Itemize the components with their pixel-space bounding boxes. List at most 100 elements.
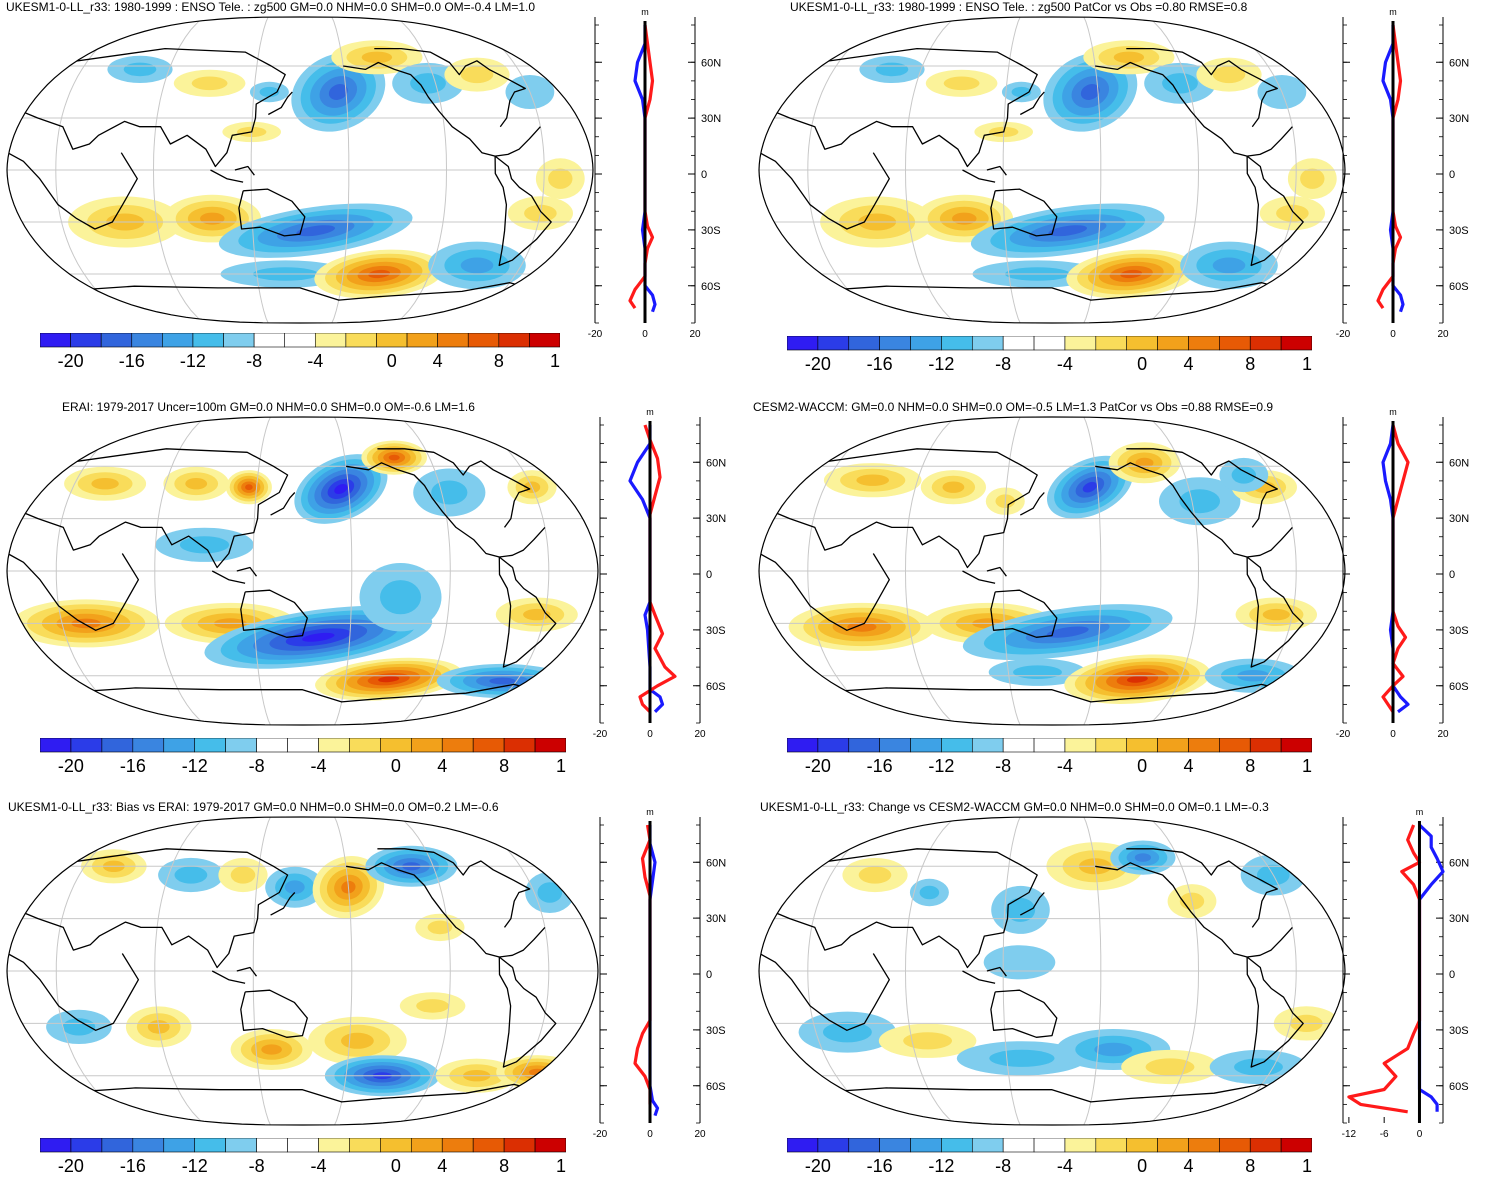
colorbar-swatch [1126, 738, 1158, 753]
colorbar-swatch [380, 738, 412, 753]
anomaly-contour [123, 62, 157, 77]
profile-unit: m [646, 807, 654, 817]
coastline [1126, 848, 1278, 928]
coastline [377, 848, 531, 928]
colorbar-swatch [1219, 1138, 1251, 1153]
anomaly-contour [1231, 466, 1256, 484]
colorbar-swatch [817, 336, 850, 351]
graticule-line [332, 817, 353, 1125]
anomaly-contour [361, 51, 393, 63]
colorbar-label: -12 [928, 756, 954, 776]
anomaly-contour [427, 920, 453, 935]
coastline [16, 47, 286, 168]
anomaly-contour [1145, 1058, 1195, 1076]
profile-x-label: 0 [1390, 729, 1396, 740]
profile-line-red [633, 824, 652, 1105]
colorbar-swatch [1002, 336, 1035, 351]
coastline [240, 589, 308, 638]
colorbar-label: -20 [805, 756, 831, 776]
anomaly-contour [1082, 481, 1098, 493]
anomaly-contour [380, 580, 421, 615]
colorbar-label: 4 [1183, 1156, 1193, 1172]
coastline [211, 570, 246, 584]
colorbar-swatch [318, 738, 350, 753]
graticule-line [390, 17, 448, 323]
map-border [6, 16, 594, 324]
coastline [494, 155, 552, 267]
lat-label: 60N [701, 57, 721, 69]
profile-unit: m [646, 407, 654, 417]
colorbar-swatch [941, 1138, 973, 1153]
colorbar-label: 8 [499, 756, 509, 776]
graticule-line [807, 417, 901, 725]
colorbar-swatch [1280, 336, 1312, 351]
colorbar-label: 0 [391, 756, 401, 776]
colorbar-swatch [1002, 1138, 1035, 1153]
colorbar-label: -8 [249, 1156, 265, 1172]
graticule-line [807, 17, 901, 323]
panel-erai: ERAI: 1979-2017 Uncer=100m GM=0.0 NHM=0.… [0, 400, 744, 790]
coastline [270, 892, 296, 916]
lat-label: 0 [706, 969, 712, 981]
colorbar-swatch [1157, 336, 1189, 351]
colorbar-label: -4 [1057, 1156, 1073, 1172]
graticule-line [154, 417, 211, 725]
coastline [808, 282, 1296, 301]
colorbar-label: 0 [391, 1156, 401, 1172]
colorbar: -20-16-12-8-4048121620 [787, 1138, 1312, 1172]
graticule-line [904, 17, 962, 323]
coastline [236, 566, 258, 577]
map-border [6, 816, 599, 1126]
anomaly-contour [1179, 489, 1220, 514]
panel-title: CESM2-WACCM: GM=0.0 NHM=0.0 SHM=0.0 OM=-… [753, 400, 1274, 414]
zonal-mean-profile: 60N 30N 0 30S 60S -20 0 20 m [1336, 7, 1469, 340]
anomaly-contour [1005, 897, 1036, 922]
colorbar-label: 0 [1137, 1156, 1147, 1172]
anomaly-contour [200, 212, 225, 225]
profile-unit: m [1389, 7, 1397, 17]
colorbar-swatch [1188, 738, 1220, 753]
colorbar: -20-16-12-8-4048121620 [787, 738, 1312, 776]
lat-label: 30S [1449, 1025, 1469, 1037]
graticule-line [332, 417, 353, 725]
colorbar-swatch [253, 333, 286, 348]
anomaly-contour [261, 1044, 282, 1055]
panel-title: UKESM1-0-LL_r33: 1980-1999 : ENSO Tele. … [6, 0, 536, 14]
graticule-line [152, 17, 210, 323]
colorbar-swatch [879, 1138, 911, 1153]
graticule-line [1081, 817, 1102, 1125]
colorbar-swatch [194, 1138, 226, 1153]
anomaly-contour [952, 212, 977, 225]
colorbar-swatch [472, 1138, 505, 1153]
colorbar: -20-16-12-8-4048121620 [40, 1138, 566, 1172]
anomaly-contour [284, 880, 305, 894]
anomaly-contour [858, 866, 892, 884]
colorbar-label: -4 [310, 756, 326, 776]
colorbar-label: 12 [1302, 1156, 1312, 1172]
colorbar-swatch [941, 336, 973, 351]
coastline [1019, 91, 1045, 116]
colorbar-swatch [941, 738, 973, 753]
colorbar-swatch [101, 738, 134, 753]
colorbar-swatch [503, 738, 536, 753]
colorbar-label: -4 [1057, 756, 1073, 776]
colorbar-label: 8 [1245, 1156, 1255, 1172]
anomaly-contour [91, 478, 119, 490]
coastline [267, 91, 293, 116]
lat-label: 60N [706, 857, 726, 869]
profile-x-label: 20 [694, 1129, 706, 1140]
colorbar-swatch [284, 333, 316, 348]
coastline [808, 1083, 1296, 1103]
anomaly-contour [460, 257, 494, 274]
coastline [990, 188, 1058, 237]
anomaly-contour [1048, 225, 1088, 237]
panel-title: UKESM1-0-LL_r33: Change vs CESM2-WACCM G… [760, 800, 1269, 814]
panel-ukesm-enso: UKESM1-0-LL_r33: 1980-1999 : ENSO Tele. … [0, 0, 744, 390]
colorbar-swatch [101, 1138, 134, 1153]
lat-label: 30N [1449, 113, 1469, 125]
colorbar-swatch [410, 738, 443, 753]
colorbar-label: -4 [310, 1156, 326, 1172]
anomaly-contour [174, 866, 208, 884]
lat-label: 0 [706, 569, 712, 581]
colorbar-swatch [1188, 336, 1220, 351]
